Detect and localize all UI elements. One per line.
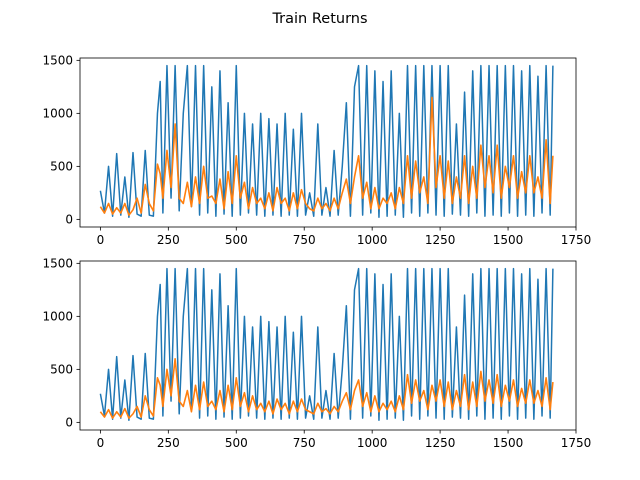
- x-tick-label: 750: [293, 233, 316, 247]
- series-line-smoothed: [99, 357, 554, 419]
- subplot-bottom: 0 250 500 750 1000 1250 1500 1750 0 500 1000 1500: [42, 256, 591, 450]
- x-tick-label: 750: [293, 436, 316, 450]
- axes-frame: [79, 57, 577, 228]
- x-tick-label: 1000: [357, 233, 388, 247]
- y-tick-label: 1000: [42, 106, 73, 120]
- x-tick-label: 250: [157, 436, 180, 450]
- y-tick-label: 1500: [42, 256, 73, 270]
- x-tick-label: 1500: [493, 436, 524, 450]
- y-tick-label: 0: [65, 212, 73, 226]
- series-line-raw: [99, 64, 554, 218]
- y-tick-label: 0: [65, 415, 73, 429]
- series-line-smoothed: [99, 96, 554, 216]
- x-tick-label: 500: [225, 436, 248, 450]
- axes-frame: [79, 260, 577, 431]
- x-tick-label: 1250: [425, 233, 456, 247]
- x-tick-label: 0: [97, 436, 105, 450]
- subplot-top: 0 250 500 750 1000 1250 1500 1750 0 500 1000 1500: [42, 53, 591, 247]
- x-tick-label: 500: [225, 233, 248, 247]
- y-tick-label: 500: [50, 159, 73, 173]
- x-tick-label: 0: [97, 233, 105, 247]
- x-tick-label: 1750: [561, 233, 592, 247]
- y-tick-label: 500: [50, 362, 73, 376]
- x-tick-label: 1250: [425, 436, 456, 450]
- x-tick-label: 1500: [493, 233, 524, 247]
- x-tick-label: 1750: [561, 436, 592, 450]
- x-tick-label: 1000: [357, 436, 388, 450]
- y-tick-label: 1500: [42, 53, 73, 67]
- x-tick-label: 250: [157, 233, 180, 247]
- series-line-raw: [99, 267, 554, 421]
- y-tick-label: 1000: [42, 309, 73, 323]
- figure-title: Train Returns: [271, 11, 367, 27]
